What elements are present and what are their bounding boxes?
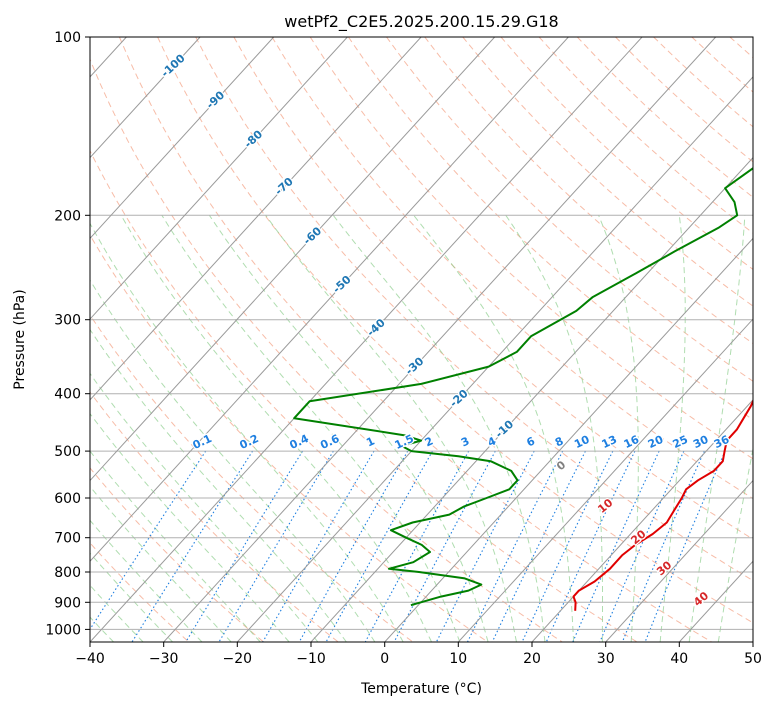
x-tick-label: −40 xyxy=(75,651,105,667)
dry-adiabat-line xyxy=(195,37,753,582)
y-tick-label: 800 xyxy=(54,565,81,581)
mixing-ratio-line xyxy=(545,450,636,642)
y-tick-label: 400 xyxy=(54,387,81,403)
x-axis-title: Temperature (°C) xyxy=(360,681,482,697)
dry-adiabat-line xyxy=(462,37,753,307)
x-tick-label: 20 xyxy=(523,651,541,667)
plot-frame xyxy=(89,36,754,643)
mixing-ratio-line xyxy=(325,450,433,642)
moist-adiabat-line xyxy=(161,215,461,642)
dry-adiabat-line xyxy=(347,37,753,421)
isotherm-line xyxy=(90,37,201,159)
y-tick-label: 600 xyxy=(54,491,81,507)
moist-adiabat-line xyxy=(90,584,144,642)
x-tick-label: 30 xyxy=(597,651,615,667)
mixing-ratio-line xyxy=(572,450,660,642)
moist-adiabat-line xyxy=(90,222,404,642)
temperature-profile-line xyxy=(572,398,753,611)
dewpoint-profile-line xyxy=(293,167,753,607)
mixing-ratio-line xyxy=(435,450,535,642)
isotherm-line xyxy=(236,76,753,642)
y-tick-label: 900 xyxy=(54,595,81,611)
x-tick-label: −10 xyxy=(296,651,326,667)
isotherm-line xyxy=(384,237,753,642)
moist-adiabat-line xyxy=(90,519,203,642)
isotherm-line xyxy=(90,37,422,401)
dry-adiabat-line xyxy=(271,37,753,500)
x-tick-label: −30 xyxy=(149,651,179,667)
isotherm-line xyxy=(90,37,275,240)
isotherm-line xyxy=(90,37,569,562)
dry-adiabat-line xyxy=(309,37,753,460)
dry-adiabat-line xyxy=(90,234,488,642)
y-axis-title: Pressure (hPa) xyxy=(12,289,28,389)
isotherm-line xyxy=(163,37,717,642)
isotherm-line xyxy=(310,156,753,642)
mixing-ratio-line xyxy=(393,450,496,642)
x-tick-label: −20 xyxy=(223,651,253,667)
mixing-ratio-label: 10 xyxy=(572,433,592,451)
isotherm-line xyxy=(90,37,643,642)
chart-title: wetPf2_C2E5.2025.200.15.29.G18 xyxy=(284,12,558,32)
mixing-ratio-line xyxy=(185,450,304,642)
moist-adiabat-line xyxy=(717,446,753,642)
moist-adiabat-line xyxy=(90,279,376,642)
y-tick-label: 700 xyxy=(54,531,81,547)
isotherm-line xyxy=(605,479,753,642)
x-tick-label: 10 xyxy=(449,651,467,667)
moist-adiabat-line xyxy=(265,215,517,642)
y-tick-label: 1000 xyxy=(45,622,81,638)
y-tick-label: 300 xyxy=(54,313,81,329)
moist-adiabat-line xyxy=(90,552,173,642)
dry-adiabat-line xyxy=(90,149,563,642)
x-tick-label: 50 xyxy=(744,651,762,667)
mixing-ratio-line xyxy=(298,450,409,642)
isotherm-line xyxy=(457,318,753,642)
moist-adiabat-line xyxy=(413,214,575,642)
mixing-ratio-line xyxy=(491,450,586,642)
x-tick-label: 40 xyxy=(670,651,688,667)
moist-adiabat-line xyxy=(332,214,546,642)
moist-adiabat-line xyxy=(659,215,686,642)
moist-adiabat-line xyxy=(598,215,639,642)
moist-adiabat-line xyxy=(208,215,489,642)
dry-adiabat-line xyxy=(90,58,638,642)
dry-adiabat-line xyxy=(157,37,753,624)
moist-adiabat-line xyxy=(688,215,746,642)
moist-adiabat-line xyxy=(90,328,347,642)
y-tick-label: 500 xyxy=(54,444,81,460)
dry-adiabat-line xyxy=(233,37,753,540)
isotherm-line xyxy=(90,37,496,482)
isotherm-line xyxy=(531,399,753,642)
mixing-ratio-line xyxy=(521,450,614,642)
y-tick-label: 100 xyxy=(54,30,81,46)
x-tick-label: 0 xyxy=(380,651,389,667)
dry-adiabat-line xyxy=(90,467,264,642)
dry-adiabat-line xyxy=(118,37,712,642)
moist-adiabat-line xyxy=(90,485,232,642)
isotherm-line xyxy=(90,37,348,320)
mixing-ratio-line xyxy=(467,450,564,642)
y-tick-label: 200 xyxy=(54,208,81,224)
